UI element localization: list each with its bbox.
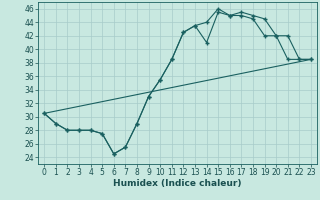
X-axis label: Humidex (Indice chaleur): Humidex (Indice chaleur)	[113, 179, 242, 188]
